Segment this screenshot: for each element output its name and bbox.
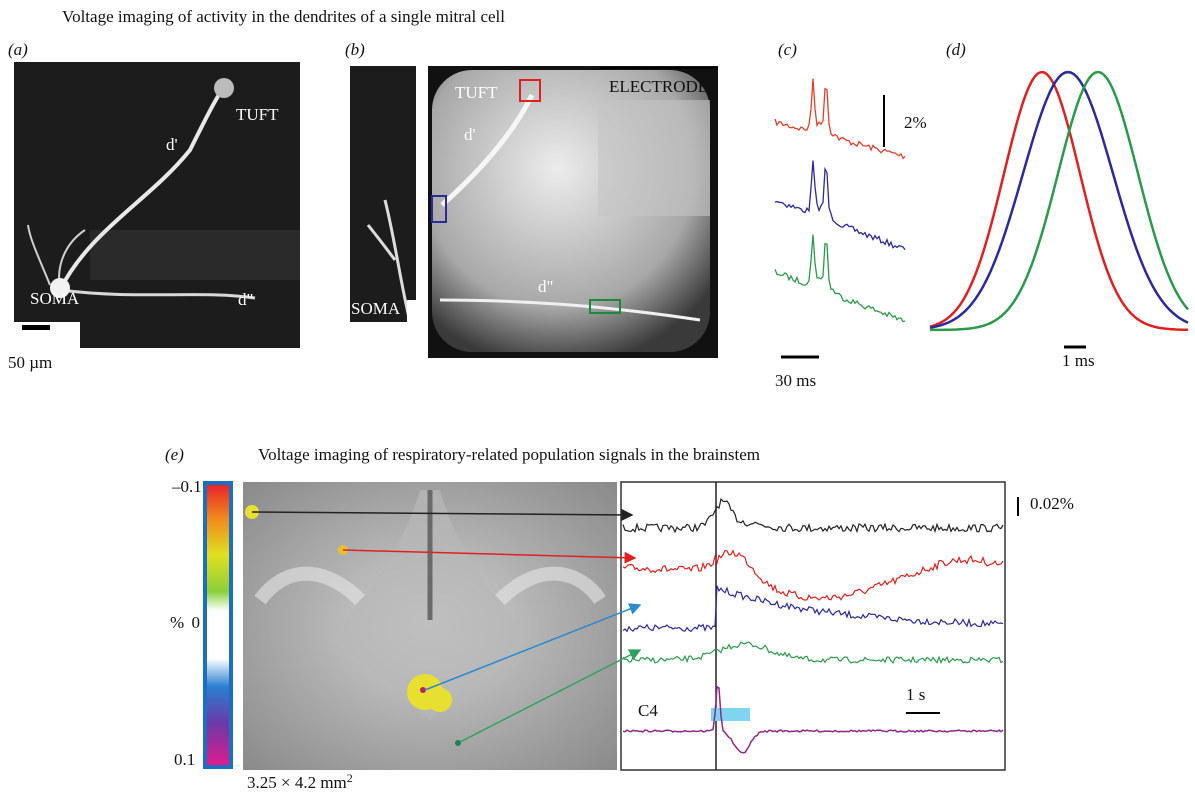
arrows bbox=[251, 508, 642, 743]
area-label: 3.25 × 4.2 mm2 bbox=[247, 771, 353, 792]
scale-label: 1 ms bbox=[1062, 351, 1095, 370]
scale-bar-label: 50 µm bbox=[8, 353, 52, 372]
scale-label: 30 ms bbox=[775, 371, 816, 390]
micrograph-b bbox=[350, 66, 718, 358]
label-d2: d" bbox=[538, 277, 553, 296]
colorbar bbox=[207, 485, 229, 765]
scale-label: 0.02% bbox=[1030, 494, 1074, 513]
trace bbox=[774, 234, 906, 323]
traces-c bbox=[774, 78, 906, 323]
label-d2: d" bbox=[238, 290, 253, 309]
panel-label: (b) bbox=[345, 40, 365, 59]
trace bbox=[622, 549, 1004, 601]
trace bbox=[622, 585, 1004, 633]
colorbar-label: 0 bbox=[192, 613, 201, 632]
trace bbox=[929, 70, 1189, 332]
colorbar-unit: % bbox=[170, 613, 184, 632]
label-d1: d' bbox=[464, 125, 476, 144]
label-tuft: TUFT bbox=[236, 105, 279, 124]
area-text: 3.25 × 4.2 mm bbox=[247, 773, 347, 792]
traces-e bbox=[620, 481, 1006, 771]
panel-label: (c) bbox=[778, 40, 797, 59]
panel-label: (e) bbox=[165, 445, 184, 464]
scale-label: 2% bbox=[904, 113, 927, 132]
trace-label: C4 bbox=[638, 701, 658, 720]
trace bbox=[774, 78, 906, 160]
label-soma: SOMA bbox=[30, 289, 80, 308]
colorbar-label: –0.1 bbox=[171, 477, 202, 496]
trace bbox=[622, 685, 1004, 754]
area-exponent: 2 bbox=[347, 771, 353, 785]
panel-title: Voltage imaging of respiratory-related p… bbox=[258, 445, 760, 464]
label-electrode: ELECTRODE bbox=[609, 77, 708, 96]
label-soma: SOMA bbox=[351, 299, 401, 318]
colorbar-label: 0.1 bbox=[174, 750, 195, 769]
trace bbox=[622, 641, 1004, 665]
label-tuft: TUFT bbox=[455, 83, 498, 102]
label-d1: d' bbox=[166, 135, 178, 154]
figure-title: Voltage imaging of activity in the dendr… bbox=[62, 7, 505, 26]
trace bbox=[622, 497, 1004, 534]
trace bbox=[929, 70, 1189, 329]
trace bbox=[929, 70, 1188, 332]
scale-label: 1 s bbox=[906, 685, 925, 704]
traces-d bbox=[929, 70, 1189, 332]
panel-label: (a) bbox=[8, 40, 28, 59]
micrograph-a bbox=[14, 62, 300, 348]
brainstem-image bbox=[243, 482, 617, 770]
trace bbox=[774, 160, 906, 251]
panel-label: (d) bbox=[946, 40, 966, 59]
